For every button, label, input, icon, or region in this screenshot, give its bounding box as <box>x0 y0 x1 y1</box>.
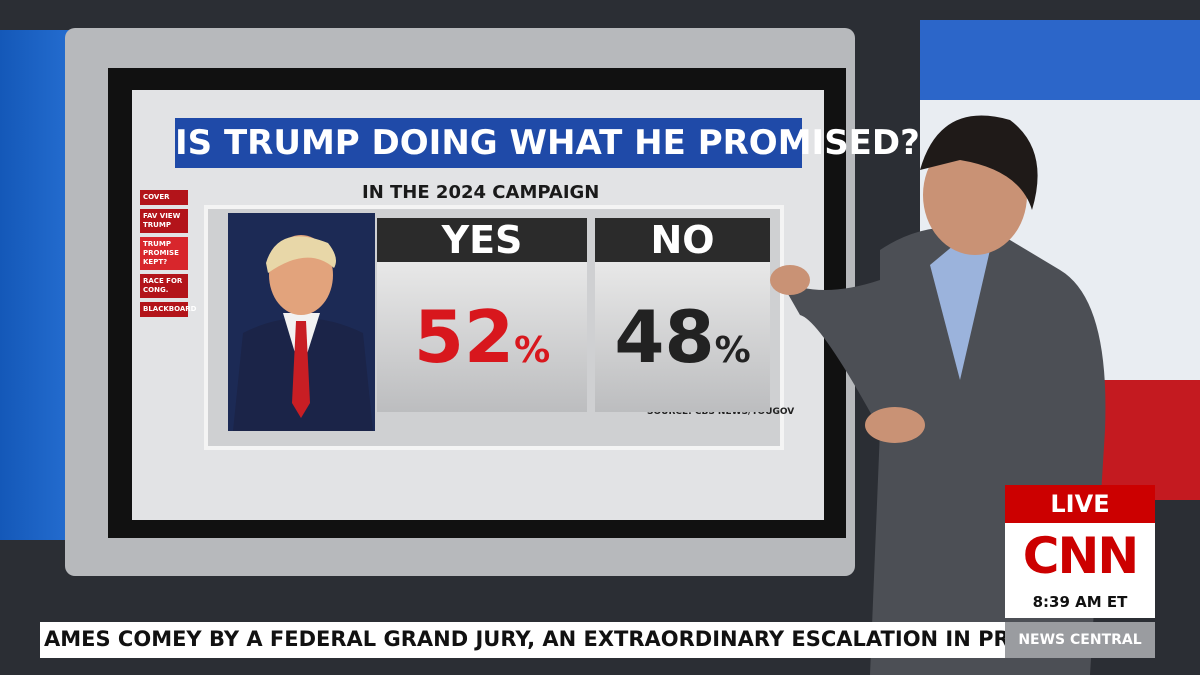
result-value: 48 <box>614 295 715 379</box>
menu-item: TRUMP PROMISE KEPT? <box>140 237 188 270</box>
result-label: YES <box>377 218 587 262</box>
menu-item: BLACKBOARD <box>140 302 197 317</box>
title: IS TRUMP DOING WHAT HE PROMISED? <box>175 118 920 168</box>
result-label: NO <box>595 218 770 262</box>
result-box: 52% <box>377 262 587 412</box>
subtitle: IN THE 2024 CAMPAIGN <box>362 182 600 203</box>
network: CNN <box>1022 527 1139 585</box>
menu-item: COVER <box>140 190 188 205</box>
menu-item: FAV VIEW TRUMP <box>140 209 188 233</box>
result-unit: % <box>714 330 751 371</box>
result-value: 52 <box>413 295 515 379</box>
menu-item: RACE FOR CONG. <box>140 274 188 298</box>
time: 8:39 AM ET <box>1032 593 1128 611</box>
side-menu: COVER FAV VIEW TRUMP TRUMP PROMISE KEPT? RA… <box>140 190 197 321</box>
result-unit: % <box>514 330 551 371</box>
show: NEWS CENTRAL <box>1005 622 1155 658</box>
bug-box: CNN 8:39 AM ET <box>1005 523 1155 618</box>
ticker: AMES COMEY BY A FEDERAL GRAND JURY, AN E… <box>40 622 1005 658</box>
graphic: IS TRUMP DOING WHAT HE PROMISED? IN THE … <box>132 90 920 520</box>
source: SOURCE: CBS NEWS/YOUGOV <box>647 407 795 417</box>
ticker-text: AMES COMEY BY A FEDERAL GRAND JURY, AN E… <box>44 627 1005 651</box>
photo <box>228 213 375 431</box>
live: LIVE <box>1005 485 1155 523</box>
result-box: 48% <box>595 262 770 412</box>
